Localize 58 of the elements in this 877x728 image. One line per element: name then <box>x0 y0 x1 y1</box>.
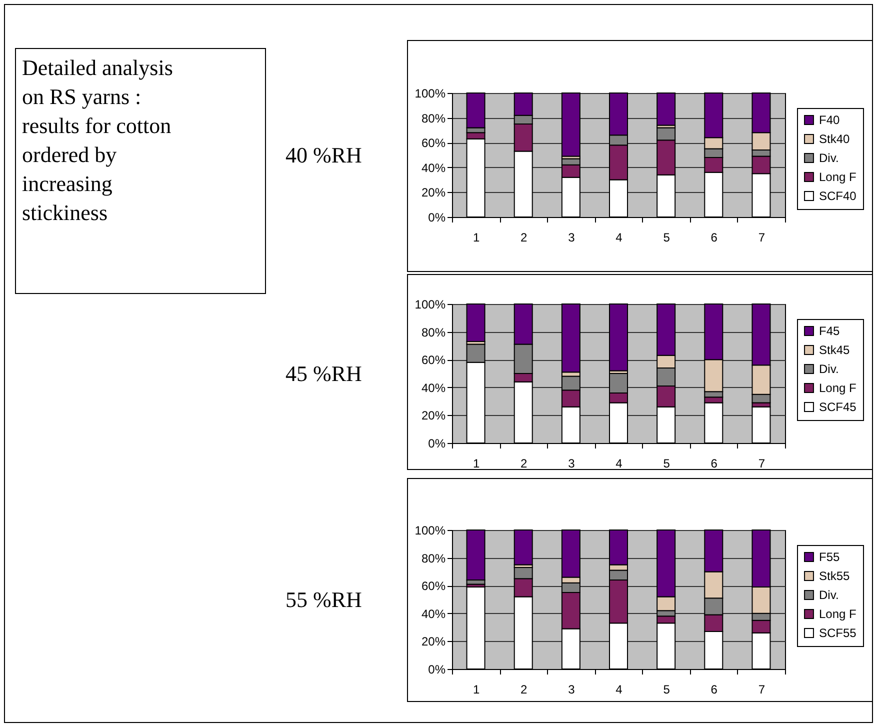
x-tick-label: 3 <box>568 230 576 244</box>
legend-label: F55 <box>819 550 840 564</box>
text: Detailed analysis on RS yarns : results for cotton ordered by increasing stickiness <box>15 48 266 294</box>
x-tick-label: 5 <box>663 456 670 470</box>
y-axis-title: 45 %RH <box>286 361 362 386</box>
y-tick-label: 80% <box>421 325 446 340</box>
x-tick-label: 4 <box>616 456 623 470</box>
x-tick-label: 1 <box>472 230 480 244</box>
x-tick-label: 6 <box>710 682 718 696</box>
x-tick-label: 5 <box>663 230 670 244</box>
y-tick-label: 40% <box>421 160 446 175</box>
y-tick-label: 80% <box>421 551 446 566</box>
y-tick-label: 20% <box>421 634 446 649</box>
y-tick-label: 80% <box>421 111 446 126</box>
x-tick-label: 7 <box>758 230 766 244</box>
legend-label: Div. <box>819 588 839 602</box>
y-tick-label: 40% <box>421 606 446 621</box>
y-tick-label: 60% <box>421 353 446 368</box>
x-tick-label: 2 <box>520 456 528 470</box>
x-tick-label: 6 <box>710 456 718 470</box>
legend-label: Long F <box>819 607 856 621</box>
legend-label: SCF45 <box>819 400 857 414</box>
x-tick-label: 2 <box>520 682 528 696</box>
legend-label: Stk45 <box>819 343 850 357</box>
x-tick-label: 1 <box>472 682 480 696</box>
x-tick-label: 7 <box>758 682 766 696</box>
legend-label: SCF40 <box>819 189 857 203</box>
y-axis-title: 55 %RH <box>286 587 362 612</box>
y-tick-label: 0% <box>428 210 446 224</box>
x-tick-label: 3 <box>568 456 576 470</box>
y-tick-label: 100% <box>414 524 446 538</box>
x-tick-label: 7 <box>758 456 766 470</box>
y-tick-label: 60% <box>421 136 446 150</box>
x-tick-label: 1 <box>472 456 480 470</box>
legend-label: SCF55 <box>819 626 857 640</box>
legend-label: Stk40 <box>819 132 850 146</box>
legend-label: Div. <box>819 362 839 376</box>
x-tick-label: 2 <box>520 230 528 244</box>
y-tick-label: 20% <box>421 408 446 423</box>
legend-label: F45 <box>819 324 840 338</box>
y-tick-label: 20% <box>421 186 446 200</box>
legend-label: Long F <box>819 381 856 395</box>
x-tick-label: 6 <box>710 230 718 244</box>
y-tick-label: 100% <box>414 298 446 312</box>
legend-label: Stk55 <box>819 569 850 583</box>
x-tick-label: 4 <box>616 230 623 244</box>
legend-label: Div. <box>819 151 839 165</box>
y-tick-label: 40% <box>421 380 446 395</box>
y-tick-label: 100% <box>414 86 446 100</box>
y-tick-label: 0% <box>428 662 446 676</box>
y-axis-title: 40 %RH <box>286 142 362 168</box>
x-tick-label: 5 <box>663 682 670 696</box>
x-tick-label: 3 <box>568 682 576 696</box>
y-tick-label: 0% <box>428 436 446 450</box>
y-tick-label: 60% <box>421 579 446 594</box>
x-tick-label: 4 <box>616 682 623 696</box>
legend-label: Long F <box>819 170 856 184</box>
legend-label: F40 <box>819 113 840 127</box>
